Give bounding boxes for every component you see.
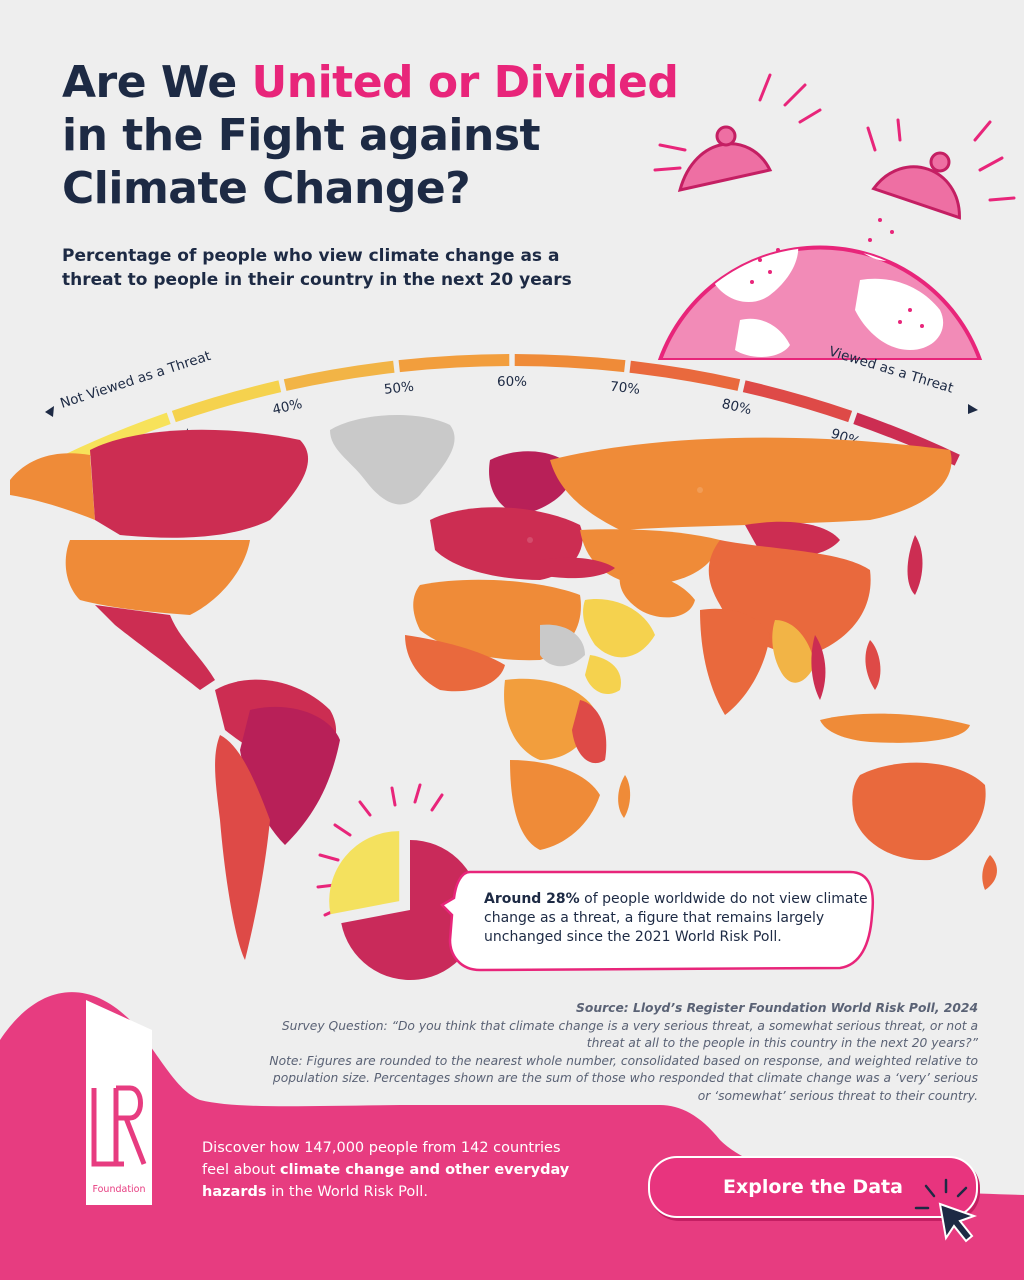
lr-foundation-logo: Foundation bbox=[86, 1000, 152, 1205]
map-region-mexico bbox=[95, 605, 215, 690]
title-line-3: Climate Change? bbox=[62, 163, 471, 214]
logo-caption: Foundation bbox=[92, 1184, 145, 1195]
map-region-arabia bbox=[583, 599, 655, 658]
scale-tick-label: 80% bbox=[720, 396, 753, 418]
footer-description: Discover how 147,000 people from 142 cou… bbox=[202, 1140, 570, 1200]
map-region-south-america-south bbox=[215, 735, 270, 960]
world-choropleth-map bbox=[10, 414, 997, 960]
scale-segment bbox=[742, 380, 853, 423]
worldwide-pie-chart bbox=[316, 783, 480, 980]
map-region-central-asia bbox=[580, 529, 720, 585]
cursor-click-icon bbox=[914, 1178, 977, 1243]
scale-segment bbox=[514, 354, 626, 373]
pie-callout-text: Around 28% of people worldwide do not vi… bbox=[484, 891, 868, 945]
map-region-japan bbox=[907, 535, 923, 595]
map-subtitle: Percentage of people who view climate ch… bbox=[62, 246, 572, 290]
map-region-west-africa bbox=[405, 635, 505, 692]
map-region-north-africa bbox=[413, 579, 581, 661]
pie-slice-threat bbox=[341, 840, 480, 980]
title-highlight: United or Divided bbox=[251, 57, 679, 108]
map-region-iran bbox=[619, 573, 695, 618]
map-region-east-africa bbox=[572, 700, 607, 764]
map-region-australia bbox=[852, 762, 986, 861]
map-region-vietnam bbox=[811, 635, 826, 700]
alarm-clock-globe-illustration bbox=[653, 73, 1016, 360]
map-region-greenland bbox=[330, 414, 455, 505]
map-region-india bbox=[700, 608, 770, 715]
scale-tick-label: 40% bbox=[271, 396, 304, 418]
map-region-southeast-asia bbox=[772, 620, 815, 683]
survey-question: Survey Question: “Do you think that clim… bbox=[281, 1018, 978, 1051]
scale-tick-label: 50% bbox=[383, 379, 415, 398]
scale-segment bbox=[853, 412, 960, 466]
left-arrow-icon bbox=[45, 406, 54, 417]
map-region-indonesia bbox=[820, 713, 970, 743]
map-region-horn-africa bbox=[585, 655, 621, 695]
map-region-alaska bbox=[10, 453, 95, 520]
color-scale-legend: 20%30%40%50%60%70%80%90%100% Not Viewed … bbox=[45, 344, 978, 470]
map-region-turkey bbox=[540, 557, 615, 579]
pie-slice-not-threat bbox=[329, 831, 400, 915]
scale-segment bbox=[283, 360, 395, 391]
map-region-central-africa bbox=[504, 678, 595, 760]
map-region-philippines bbox=[865, 640, 881, 690]
map-region-madagascar bbox=[618, 775, 631, 818]
scale-right-label: Viewed as a Threat bbox=[827, 344, 955, 397]
map-region-southern-africa bbox=[510, 760, 600, 850]
methodology-note: Note: Figures are rounded to the nearest… bbox=[269, 1053, 978, 1103]
title-line-2: in the Fight against bbox=[62, 110, 541, 161]
map-region-usa bbox=[65, 540, 251, 615]
map-region-canada bbox=[90, 429, 309, 538]
right-arrow-icon bbox=[968, 404, 978, 414]
map-region-new-zealand bbox=[982, 855, 997, 890]
scale-segment bbox=[171, 380, 282, 423]
scale-segment bbox=[629, 360, 741, 391]
pie-callout-bubble bbox=[440, 870, 874, 972]
scale-tick-label: 60% bbox=[497, 374, 527, 390]
scale-segment bbox=[398, 354, 510, 373]
map-region-sahel-nodata bbox=[540, 624, 585, 667]
map-region-russia bbox=[550, 437, 952, 530]
source-title: Source: Lloyd’s Register Foundation Worl… bbox=[576, 1001, 978, 1015]
page-title: Are We United or Divided in the Fight ag… bbox=[62, 56, 679, 215]
source-notes: Source: Lloyd’s Register Foundation Worl… bbox=[258, 1000, 978, 1105]
scale-tick-label: 70% bbox=[609, 379, 641, 398]
title-line-1: Are We United or Divided bbox=[62, 57, 679, 108]
